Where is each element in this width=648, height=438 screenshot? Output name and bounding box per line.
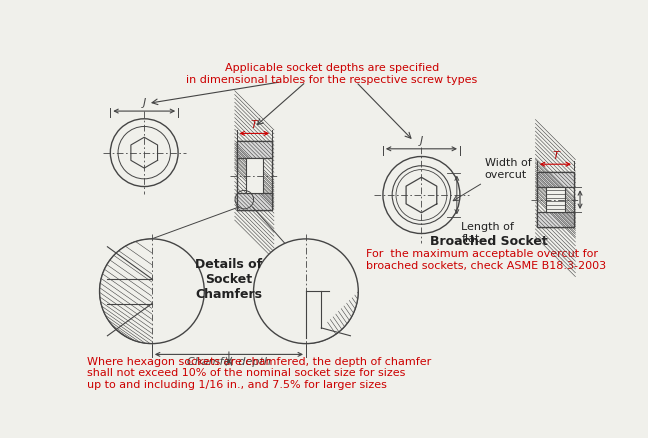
Polygon shape (306, 291, 358, 344)
Bar (537, 172, 574, 227)
Polygon shape (100, 239, 152, 344)
Text: Width of
overcut: Width of overcut (485, 158, 531, 180)
Bar (237, 194, 272, 210)
Text: T: T (251, 120, 258, 131)
Text: Length of
flat: Length of flat (461, 222, 515, 244)
Bar (546, 187, 564, 212)
Bar (237, 141, 272, 158)
Text: Chamfer depth: Chamfer depth (187, 357, 271, 367)
Text: Broached Socket: Broached Socket (430, 235, 548, 248)
Text: J: J (420, 136, 423, 146)
Text: T: T (552, 151, 559, 161)
Bar (537, 172, 574, 187)
Bar (537, 212, 574, 227)
Text: Applicable socket depths are specified
in dimensional tables for the respective : Applicable socket depths are specified i… (187, 64, 478, 85)
Text: Where hexagon sockets are chamfered, the depth of chamfer
shall not exceed 10% o: Where hexagon sockets are chamfered, the… (87, 357, 432, 390)
Bar (237, 141, 272, 210)
Circle shape (253, 239, 358, 344)
Text: Details of
Socket
Chamfers: Details of Socket Chamfers (195, 258, 262, 301)
Text: For  the maximum acceptable overcut for
broached sockets, check ASME B18.3-2003: For the maximum acceptable overcut for b… (366, 249, 606, 271)
Circle shape (100, 239, 204, 344)
Text: J: J (143, 98, 146, 108)
Bar (246, 158, 263, 194)
